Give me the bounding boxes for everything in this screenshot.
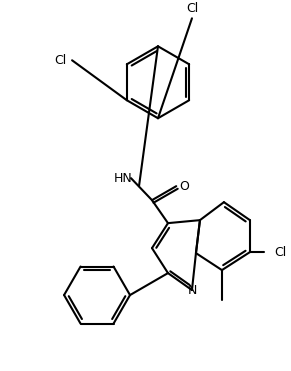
Text: N: N: [187, 283, 197, 296]
Text: Cl: Cl: [54, 54, 66, 67]
Text: O: O: [179, 180, 189, 193]
Text: Cl: Cl: [186, 2, 198, 15]
Text: Cl: Cl: [274, 246, 286, 259]
Text: HN: HN: [114, 172, 132, 185]
